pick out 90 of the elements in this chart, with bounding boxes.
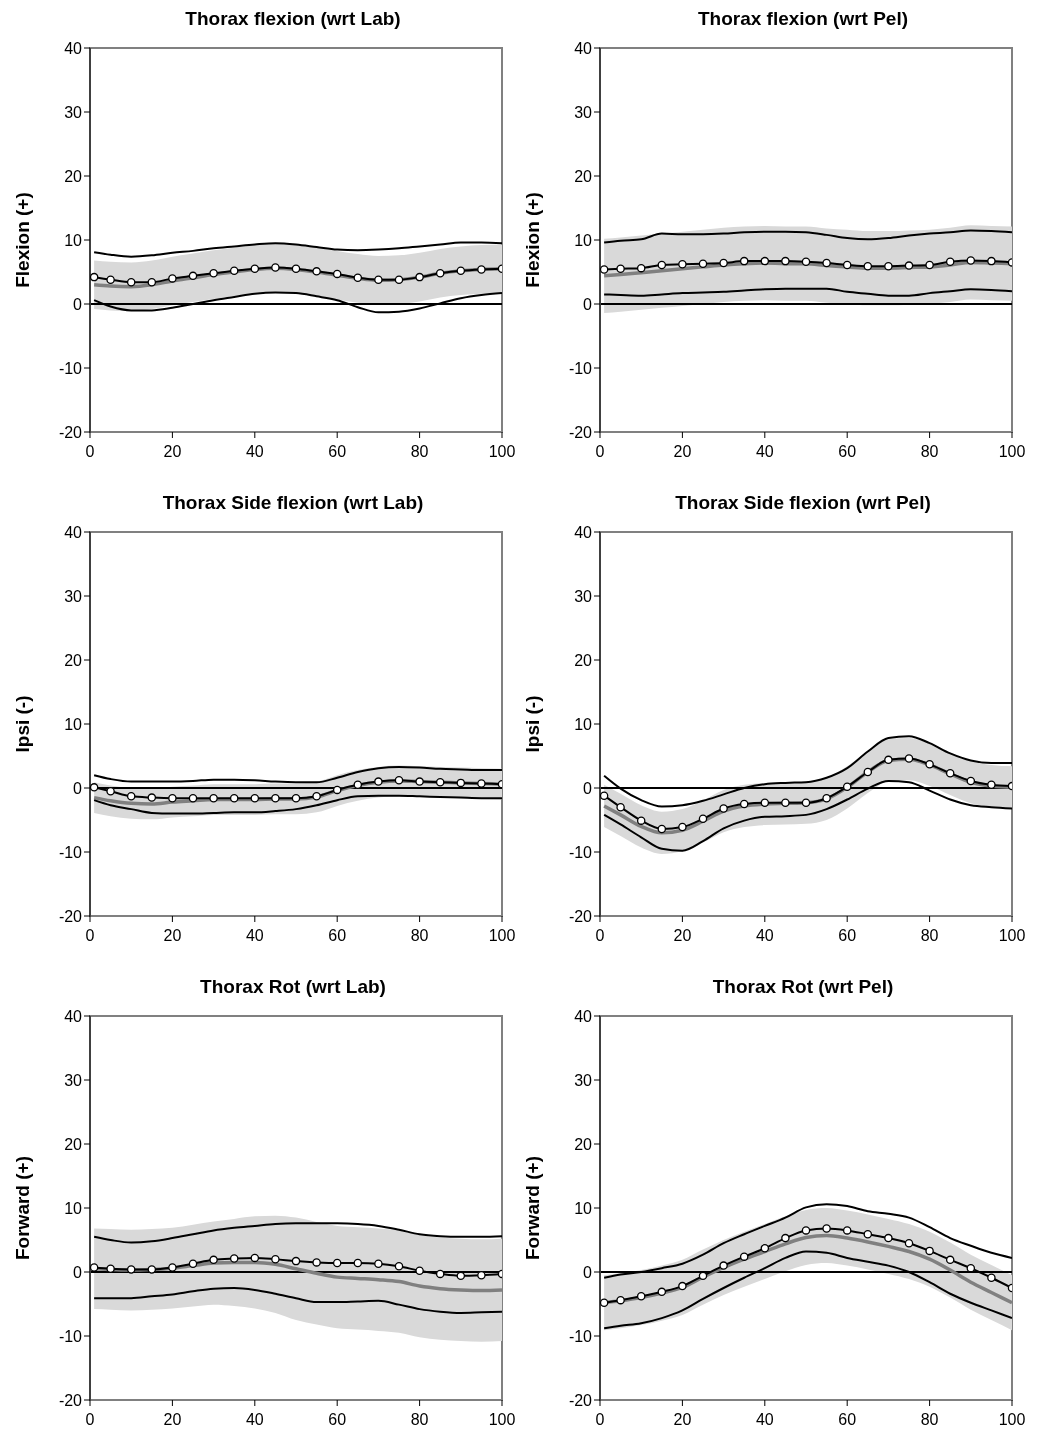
- y-tick-label: 30: [64, 103, 83, 121]
- x-tick-label: 20: [163, 1411, 182, 1429]
- y-tick-label: 40: [64, 1007, 83, 1025]
- y-tick-label: 10: [64, 1199, 83, 1217]
- x-tick-label: 40: [245, 443, 264, 461]
- x-tick-label: 60: [328, 443, 347, 461]
- y-tick-label: 0: [583, 295, 593, 313]
- x-tick-label: 100: [488, 443, 516, 461]
- y-tick-label: 20: [64, 167, 83, 185]
- x-tick-label: 100: [998, 1411, 1026, 1429]
- x-tick-label: 60: [838, 927, 857, 945]
- chart-title: Thorax Rot (wrt Lab): [199, 976, 387, 999]
- x-tick-label: 60: [328, 927, 347, 945]
- y-tick-label: 10: [574, 231, 593, 249]
- y-tick-label: 40: [64, 39, 83, 57]
- y-axis-title: Ipsi (-): [521, 695, 543, 753]
- y-tick-label: 0: [73, 779, 83, 797]
- chart-title: Thorax flexion (wrt Lab): [184, 8, 402, 31]
- y-tick-label: -10: [568, 359, 593, 377]
- y-tick-label: 20: [574, 651, 593, 669]
- y-axis-title: Ipsi (-): [11, 695, 33, 753]
- x-tick-label: 80: [920, 443, 939, 461]
- y-tick-label: 0: [73, 295, 83, 313]
- x-tick-label: 40: [755, 927, 774, 945]
- x-tick-label: 100: [488, 1411, 516, 1429]
- y-tick-label: 0: [583, 779, 593, 797]
- y-tick-label: 0: [583, 1263, 593, 1281]
- x-tick-label: 20: [673, 927, 692, 945]
- y-tick-label: -20: [568, 1391, 593, 1409]
- y-tick-label: -20: [58, 1391, 83, 1409]
- x-tick-label: 100: [488, 927, 516, 945]
- chart-title: Thorax Side flexion (wrt Pel): [674, 492, 932, 515]
- y-tick-label: 30: [574, 587, 593, 605]
- y-tick-label: 30: [64, 1071, 83, 1089]
- y-tick-label: 10: [64, 715, 83, 733]
- x-tick-label: 0: [595, 927, 605, 945]
- y-axis-title: Flexion (+): [11, 192, 33, 288]
- x-tick-label: 20: [163, 443, 182, 461]
- x-tick-label: 0: [85, 1411, 95, 1429]
- x-tick-label: 80: [410, 443, 429, 461]
- x-tick-label: 0: [595, 443, 605, 461]
- x-tick-label: 0: [595, 1411, 605, 1429]
- x-tick-label: 20: [673, 1411, 692, 1429]
- y-axis-title: Flexion (+): [521, 192, 543, 288]
- y-tick-label: 40: [574, 39, 593, 57]
- y-tick-label: 40: [574, 523, 593, 541]
- x-tick-label: 40: [245, 1411, 264, 1429]
- y-tick-label: -10: [58, 843, 83, 861]
- x-tick-label: 80: [410, 1411, 429, 1429]
- y-tick-label: 40: [64, 523, 83, 541]
- chart-title: Thorax flexion (wrt Pel): [696, 8, 910, 31]
- x-tick-label: 40: [755, 443, 774, 461]
- chart-title: Thorax Rot (wrt Pel): [711, 976, 895, 999]
- y-tick-label: 10: [64, 231, 83, 249]
- x-tick-label: 60: [838, 443, 857, 461]
- x-tick-label: 0: [85, 927, 95, 945]
- y-tick-label: -10: [58, 1327, 83, 1345]
- x-tick-label: 80: [920, 927, 939, 945]
- chart-title: Thorax Side flexion (wrt Lab): [161, 492, 425, 515]
- y-axis-title: Forward (+): [521, 1156, 543, 1260]
- y-tick-label: -20: [58, 907, 83, 925]
- y-tick-label: 30: [574, 1071, 593, 1089]
- y-tick-label: 20: [574, 1135, 593, 1153]
- y-tick-label: 10: [574, 1199, 593, 1217]
- y-tick-label: -10: [568, 843, 593, 861]
- y-tick-label: 40: [574, 1007, 593, 1025]
- x-tick-label: 40: [755, 1411, 774, 1429]
- x-tick-label: 100: [998, 443, 1026, 461]
- x-tick-label: 80: [920, 1411, 939, 1429]
- x-tick-label: 60: [838, 1411, 857, 1429]
- y-tick-label: 10: [574, 715, 593, 733]
- x-tick-label: 0: [85, 443, 95, 461]
- x-tick-label: 20: [163, 927, 182, 945]
- x-tick-label: 80: [410, 927, 429, 945]
- y-tick-label: -20: [568, 907, 593, 925]
- y-tick-label: 20: [64, 651, 83, 669]
- x-tick-label: 100: [998, 927, 1026, 945]
- x-tick-label: 20: [673, 443, 692, 461]
- y-tick-label: -10: [568, 1327, 593, 1345]
- x-tick-label: 60: [328, 1411, 347, 1429]
- x-tick-label: 40: [245, 927, 264, 945]
- y-tick-label: 30: [574, 103, 593, 121]
- y-tick-label: 20: [64, 1135, 83, 1153]
- y-tick-label: -20: [58, 423, 83, 441]
- y-tick-label: -10: [58, 359, 83, 377]
- y-tick-label: 0: [73, 1263, 83, 1281]
- y-tick-label: 30: [64, 587, 83, 605]
- y-tick-label: 20: [574, 167, 593, 185]
- y-tick-label: -20: [568, 423, 593, 441]
- y-axis-title: Forward (+): [11, 1156, 33, 1260]
